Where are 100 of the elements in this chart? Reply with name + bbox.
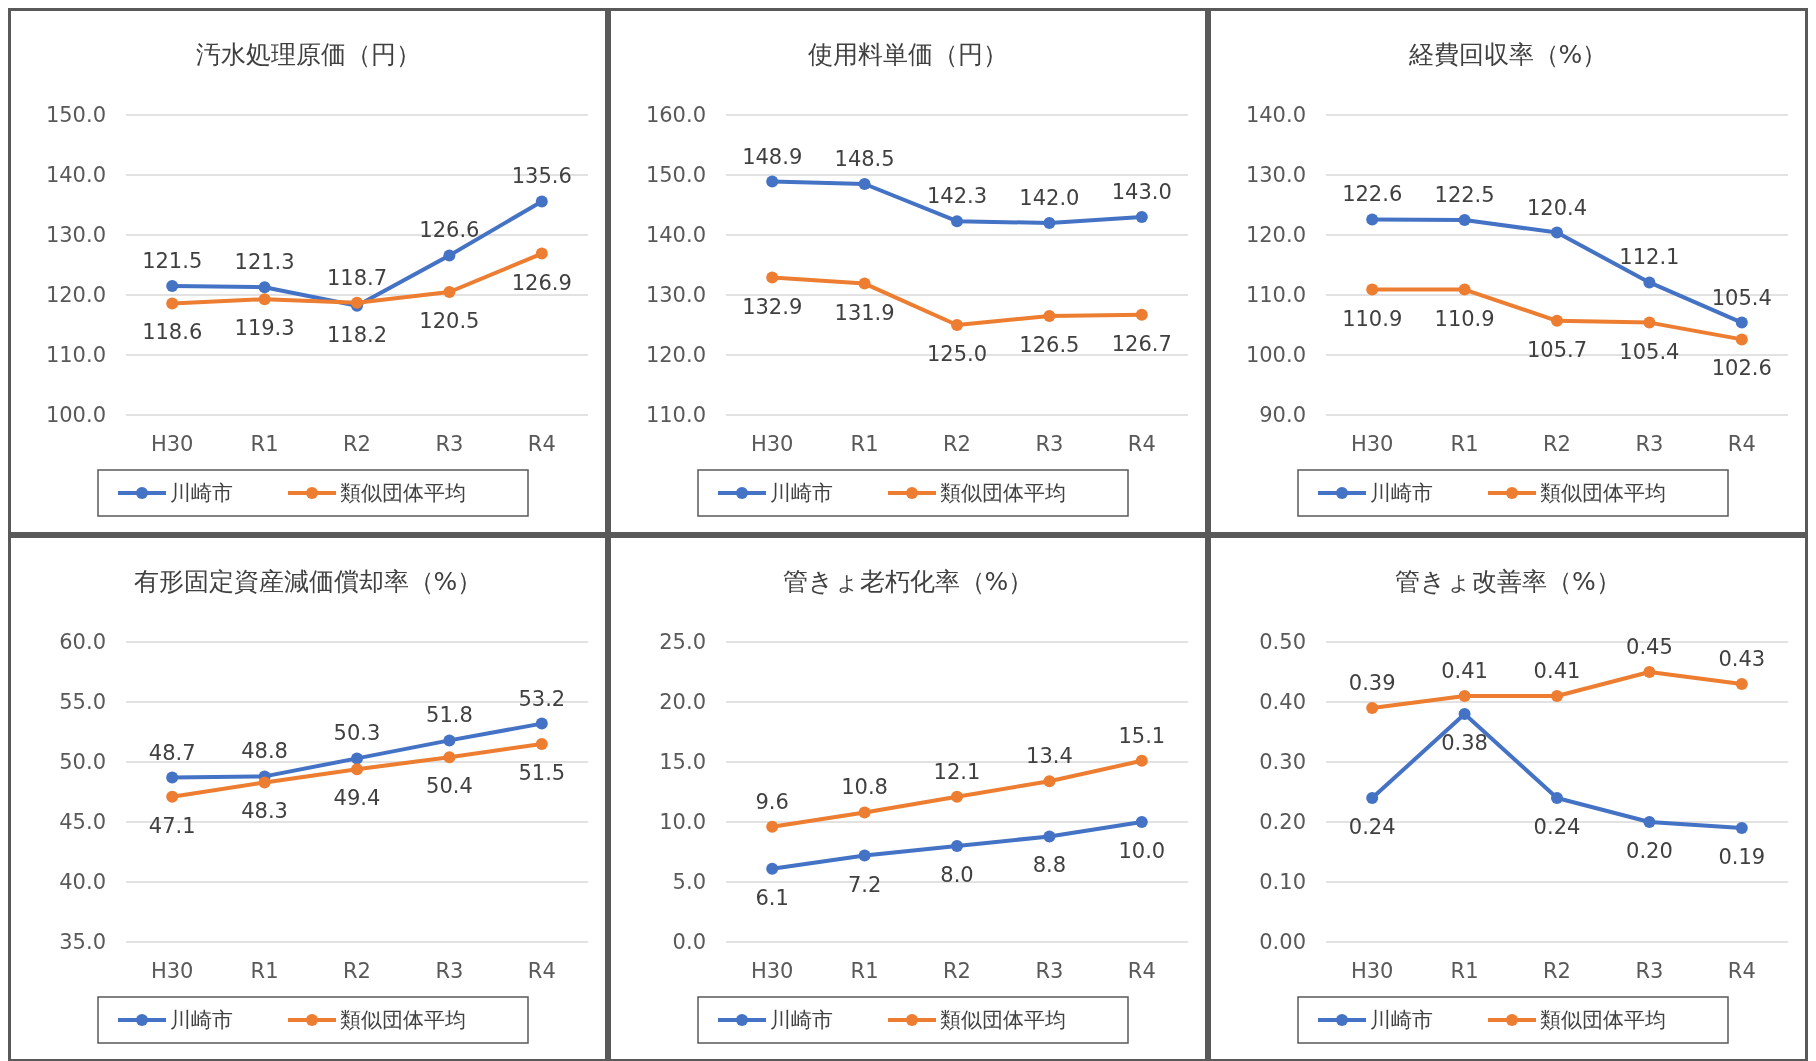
point — [1135, 754, 1148, 767]
data-label: 118.6 — [142, 320, 203, 345]
data-label: 126.9 — [511, 270, 572, 295]
data-label: 105.7 — [1526, 337, 1588, 362]
y-tick-label: 0.0 — [672, 930, 706, 955]
x-tick-label: R3 — [1035, 959, 1064, 983]
data-label: 118.2 — [326, 322, 388, 347]
data-label: 132.9 — [742, 294, 803, 319]
data-label: 102.6 — [1711, 356, 1772, 381]
y-tick-label: 150.0 — [645, 163, 706, 188]
point — [351, 752, 363, 765]
y-tick-label: 35.0 — [59, 930, 106, 955]
y-tick-label: 90.0 — [1259, 403, 1306, 428]
data-label: 48.3 — [241, 799, 288, 824]
point — [766, 271, 779, 284]
point — [166, 790, 179, 803]
point — [1551, 226, 1563, 239]
data-label: 142.0 — [1019, 186, 1080, 210]
data-label: 0.45 — [1626, 635, 1673, 659]
point — [166, 280, 179, 292]
data-label: 0.19 — [1718, 845, 1766, 869]
point — [766, 820, 779, 833]
chart-title: 汚水処理原価（円） — [195, 40, 421, 69]
point — [858, 849, 871, 862]
point — [858, 806, 871, 819]
y-tick-label: 130.0 — [45, 223, 106, 248]
data-label: 48.8 — [241, 739, 288, 764]
point — [951, 319, 963, 331]
legend-label: 川崎市 — [170, 481, 233, 506]
x-tick-label: R3 — [1635, 959, 1664, 983]
point — [1135, 816, 1148, 828]
y-tick-label: 45.0 — [59, 810, 106, 835]
x-tick-label: R1 — [250, 432, 279, 456]
point — [1135, 308, 1148, 321]
point — [1643, 666, 1656, 678]
y-tick-label: 140.0 — [645, 223, 706, 248]
x-tick-label: H30 — [150, 959, 194, 983]
x-tick-label: R2 — [343, 959, 371, 983]
y-tick-label: 15.0 — [659, 750, 706, 775]
y-tick-label: 55.0 — [59, 690, 106, 715]
data-label: 15.1 — [1118, 723, 1166, 748]
data-label: 0.38 — [1441, 731, 1488, 755]
point — [535, 247, 548, 260]
y-tick-label: 0.20 — [1259, 810, 1306, 835]
point — [766, 862, 779, 875]
y-tick-label: 110.0 — [1245, 283, 1306, 308]
data-label: 122.5 — [1434, 183, 1495, 207]
point — [1458, 214, 1471, 226]
y-tick-label: 110.0 — [45, 343, 106, 368]
legend-label: 類似団体平均 — [340, 481, 466, 506]
point — [443, 286, 456, 298]
y-tick-label: 130.0 — [1245, 163, 1306, 188]
point — [1458, 708, 1471, 720]
y-tick-label: 40.0 — [59, 870, 106, 895]
data-label: 49.4 — [333, 786, 381, 811]
data-label: 7.2 — [847, 872, 882, 897]
data-label: 0.41 — [1441, 659, 1488, 683]
chart-title: 使用料単価（円） — [808, 40, 1008, 69]
y-tick-label: 140.0 — [1245, 103, 1306, 128]
x-tick-label: R4 — [1127, 959, 1156, 983]
x-tick-label: R1 — [250, 959, 279, 983]
data-label: 126.5 — [1019, 333, 1080, 357]
x-tick-label: R1 — [1450, 959, 1479, 983]
data-label: 126.7 — [1111, 331, 1172, 356]
data-label: 135.6 — [511, 164, 572, 189]
x-tick-label: R2 — [943, 432, 971, 456]
legend-label: 川崎市 — [170, 1008, 233, 1033]
data-label: 148.9 — [742, 144, 803, 169]
data-label: 112.1 — [1619, 245, 1680, 270]
data-label: 118.7 — [326, 265, 388, 290]
y-tick-label: 100.0 — [1245, 343, 1306, 368]
x-tick-label: R1 — [850, 432, 879, 456]
point — [858, 277, 871, 290]
x-tick-label: H30 — [1350, 432, 1394, 456]
data-label: 51.8 — [426, 703, 473, 728]
data-label: 0.41 — [1533, 659, 1581, 683]
legend-label: 類似団体平均 — [1540, 481, 1666, 506]
legend-label: 川崎市 — [770, 1008, 833, 1033]
y-tick-label: 60.0 — [59, 630, 106, 655]
data-label: 143.0 — [1111, 180, 1172, 204]
y-tick-label: 50.0 — [59, 750, 106, 775]
data-label: 105.4 — [1711, 285, 1772, 310]
data-label: 53.2 — [518, 686, 566, 711]
data-label: 120.5 — [419, 309, 480, 333]
data-label: 10.8 — [841, 775, 888, 800]
data-label: 110.9 — [1342, 306, 1403, 331]
point — [1643, 276, 1656, 289]
point — [1643, 816, 1656, 828]
chart-title: 管きょ老朽化率（%） — [782, 567, 1034, 596]
x-tick-label: R3 — [1035, 432, 1064, 456]
point — [1643, 316, 1656, 329]
data-label: 10.0 — [1118, 839, 1166, 863]
point — [1735, 333, 1748, 346]
point — [351, 763, 363, 776]
legend-label: 類似団体平均 — [940, 481, 1066, 506]
point — [1043, 217, 1056, 229]
point — [1366, 702, 1379, 714]
point — [858, 178, 871, 190]
x-tick-label: R2 — [943, 959, 971, 983]
chart-title: 有形固定資産減価償却率（%） — [133, 567, 483, 596]
